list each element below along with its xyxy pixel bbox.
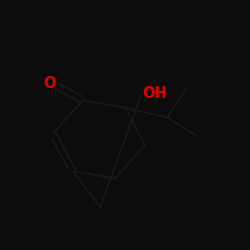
Text: O: O xyxy=(43,76,56,92)
Text: OH: OH xyxy=(142,86,167,102)
